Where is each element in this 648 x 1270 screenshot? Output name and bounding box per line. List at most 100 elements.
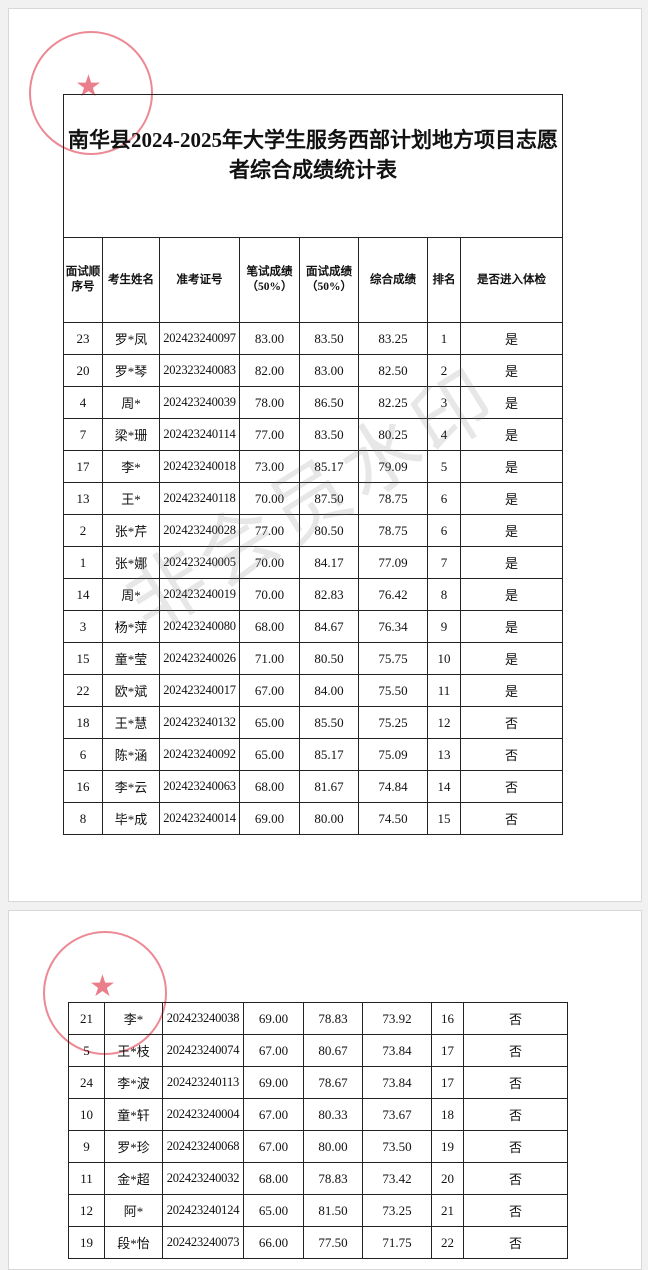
cell-exam-ticket-number: 202423240005: [159, 546, 240, 579]
cell-rank: 10: [427, 642, 461, 675]
table-row: 7 梁*珊 202423240114 77.00 83.50 80.25 4 是: [63, 418, 563, 451]
cell-physical-exam-status: 否: [463, 1098, 568, 1131]
cell-rank: 7: [427, 546, 461, 579]
cell-written-score: 69.00: [243, 1002, 304, 1035]
cell-physical-exam-status: 是: [460, 482, 563, 515]
cell-exam-ticket-number: 202423240019: [159, 578, 240, 611]
cell-interview-order: 11: [68, 1162, 105, 1195]
table-row: 6 陈*涵 202423240092 65.00 85.17 75.09 13 否: [63, 738, 563, 771]
cell-physical-exam-status: 是: [460, 674, 563, 707]
cell-total-score: 75.09: [358, 738, 428, 771]
cell-total-score: 79.09: [358, 450, 428, 483]
cell-rank: 17: [431, 1034, 464, 1067]
cell-exam-ticket-number: 202423240113: [162, 1066, 244, 1099]
cell-candidate-name: 欧*斌: [102, 674, 160, 707]
cell-interview-score: 78.83: [303, 1002, 363, 1035]
cell-written-score: 69.00: [243, 1066, 304, 1099]
cell-physical-exam-status: 否: [463, 1034, 568, 1067]
cell-rank: 21: [431, 1194, 464, 1227]
table-row: 17 李* 202423240018 73.00 85.17 79.09 5 是: [63, 450, 563, 483]
cell-physical-exam-status: 是: [460, 546, 563, 579]
cell-written-score: 66.00: [243, 1226, 304, 1259]
cell-candidate-name: 周*: [102, 386, 160, 419]
cell-total-score: 83.25: [358, 322, 428, 355]
cell-exam-ticket-number: 202423240017: [159, 674, 240, 707]
cell-interview-score: 78.67: [303, 1066, 363, 1099]
cell-written-score: 67.00: [243, 1034, 304, 1067]
cell-candidate-name: 张*娜: [102, 546, 160, 579]
cell-interview-order: 12: [68, 1194, 105, 1227]
cell-written-score: 67.00: [243, 1098, 304, 1131]
table-row: 22 欧*斌 202423240017 67.00 84.00 75.50 11 是: [63, 674, 563, 707]
cell-physical-exam-status: 否: [463, 1002, 568, 1035]
cell-rank: 11: [427, 674, 461, 707]
cell-candidate-name: 李*波: [104, 1066, 163, 1099]
cell-candidate-name: 王*: [102, 482, 160, 515]
cell-interview-order: 7: [63, 418, 103, 451]
score-table-continued: 21 李* 202423240038 69.00 78.83 73.92 16 否 5 王*枝 20…: [68, 1002, 568, 1259]
cell-interview-score: 85.17: [299, 738, 359, 771]
cell-rank: 22: [431, 1226, 464, 1259]
document-page-1: ★ 南华县2024-2025年大学生服务西部计划地方项目志愿者综合成绩统计表 面…: [8, 8, 642, 902]
cell-exam-ticket-number: 202423240114: [159, 418, 240, 451]
cell-candidate-name: 金*超: [104, 1162, 163, 1195]
cell-interview-score: 81.67: [299, 770, 359, 803]
score-table: 南华县2024-2025年大学生服务西部计划地方项目志愿者综合成绩统计表 面试顺…: [63, 94, 563, 835]
cell-interview-order: 19: [68, 1226, 105, 1259]
cell-physical-exam-status: 否: [463, 1162, 568, 1195]
cell-total-score: 71.75: [362, 1226, 432, 1259]
cell-candidate-name: 王*慧: [102, 706, 160, 739]
cell-interview-order: 3: [63, 610, 103, 643]
cell-physical-exam-status: 否: [460, 770, 563, 803]
cell-interview-order: 24: [68, 1066, 105, 1099]
cell-exam-ticket-number: 202423240073: [162, 1226, 244, 1259]
cell-exam-ticket-number: 202423240124: [162, 1194, 244, 1227]
cell-rank: 2: [427, 354, 461, 387]
cell-physical-exam-status: 是: [460, 610, 563, 643]
cell-written-score: 65.00: [239, 738, 300, 771]
cell-physical-exam-status: 是: [460, 578, 563, 611]
cell-candidate-name: 王*枝: [104, 1034, 163, 1067]
table-row: 13 王* 202423240118 70.00 87.50 78.75 6 是: [63, 482, 563, 515]
cell-total-score: 73.50: [362, 1130, 432, 1163]
cell-interview-order: 9: [68, 1130, 105, 1163]
cell-rank: 6: [427, 482, 461, 515]
cell-candidate-name: 李*云: [102, 770, 160, 803]
header-written-score: 笔试成绩（50%）: [239, 237, 300, 323]
cell-physical-exam-status: 否: [460, 738, 563, 771]
cell-interview-order: 21: [68, 1002, 105, 1035]
cell-total-score: 73.92: [362, 1002, 432, 1035]
cell-candidate-name: 杨*萍: [102, 610, 160, 643]
cell-physical-exam-status: 是: [460, 418, 563, 451]
cell-total-score: 73.67: [362, 1098, 432, 1131]
cell-interview-score: 80.00: [299, 802, 359, 835]
cell-total-score: 75.75: [358, 642, 428, 675]
cell-interview-order: 4: [63, 386, 103, 419]
cell-exam-ticket-number: 202423240038: [162, 1002, 244, 1035]
cell-rank: 3: [427, 386, 461, 419]
cell-exam-ticket-number: 202423240018: [159, 450, 240, 483]
header-rank: 排名: [427, 237, 461, 323]
cell-interview-score: 80.50: [299, 514, 359, 547]
table-row: 5 王*枝 202423240074 67.00 80.67 73.84 17 否: [68, 1034, 568, 1067]
cell-interview-score: 83.00: [299, 354, 359, 387]
cell-interview-score: 85.50: [299, 706, 359, 739]
cell-written-score: 78.00: [239, 386, 300, 419]
seal-star-icon: ★: [89, 970, 116, 1003]
cell-interview-score: 78.83: [303, 1162, 363, 1195]
cell-written-score: 67.00: [239, 674, 300, 707]
cell-exam-ticket-number: 202423240039: [159, 386, 240, 419]
cell-candidate-name: 罗*琴: [102, 354, 160, 387]
cell-exam-ticket-number: 202423240063: [159, 770, 240, 803]
header-candidate-name: 考生姓名: [102, 237, 160, 323]
cell-total-score: 82.50: [358, 354, 428, 387]
cell-interview-score: 83.50: [299, 418, 359, 451]
document-title: 南华县2024-2025年大学生服务西部计划地方项目志愿者综合成绩统计表: [63, 94, 563, 238]
cell-physical-exam-status: 是: [460, 322, 563, 355]
cell-rank: 15: [427, 802, 461, 835]
cell-exam-ticket-number: 202423240118: [159, 482, 240, 515]
cell-written-score: 82.00: [239, 354, 300, 387]
table-row: 8 毕*成 202423240014 69.00 80.00 74.50 15 否: [63, 802, 563, 835]
cell-exam-ticket-number: 202323240083: [159, 354, 240, 387]
header-total-score: 综合成绩: [358, 237, 428, 323]
